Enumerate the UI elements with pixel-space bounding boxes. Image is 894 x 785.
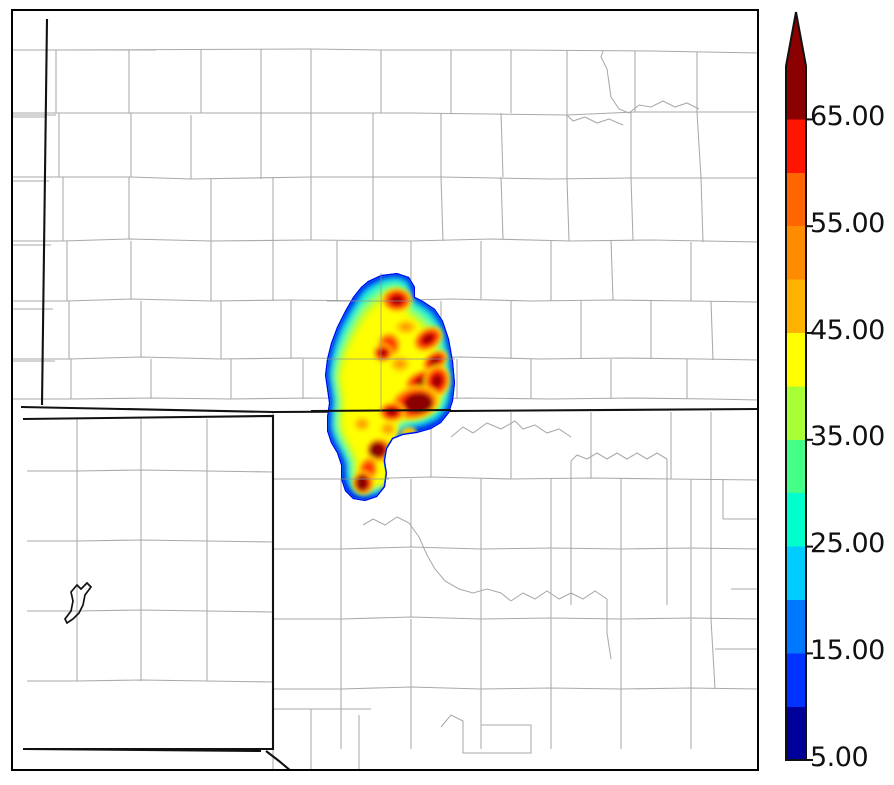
river-state-line [265, 750, 292, 771]
reservoir-outline [64, 581, 93, 625]
map-canvas[interactable] [11, 9, 759, 771]
colorbar-max-arrow [786, 12, 806, 66]
colorbar-tick-label-65: 65.00 [810, 101, 885, 132]
colorbar-tick-label-55: 55.00 [810, 208, 885, 239]
colorbar-outline [785, 11, 807, 761]
colorbar-tick-label-25: 25.00 [810, 528, 885, 559]
colorbar-tick-label-5: 5.00 [810, 742, 869, 773]
colorbar-canvas [785, 11, 813, 761]
colorado-kansas-line [40, 18, 49, 406]
texas-oklahoma-line [22, 747, 262, 753]
colorbar[interactable]: 65.00 55.00 45.00 35.00 25.00 15.00 5.00 [780, 8, 894, 773]
map-panel[interactable] [11, 9, 759, 771]
contour-plume [325, 273, 455, 501]
colorbar-bands [786, 66, 806, 761]
colorbar-tick-label-45: 45.00 [810, 315, 885, 346]
oklahoma-panhandle-outline [22, 414, 275, 751]
colorbar-ticks [806, 118, 813, 761]
county-line-overlay [327, 273, 455, 480]
colorbar-tick-label-15: 15.00 [810, 635, 885, 666]
county-boundaries [13, 48, 759, 769]
colorbar-tick-label-35: 35.00 [810, 421, 885, 452]
